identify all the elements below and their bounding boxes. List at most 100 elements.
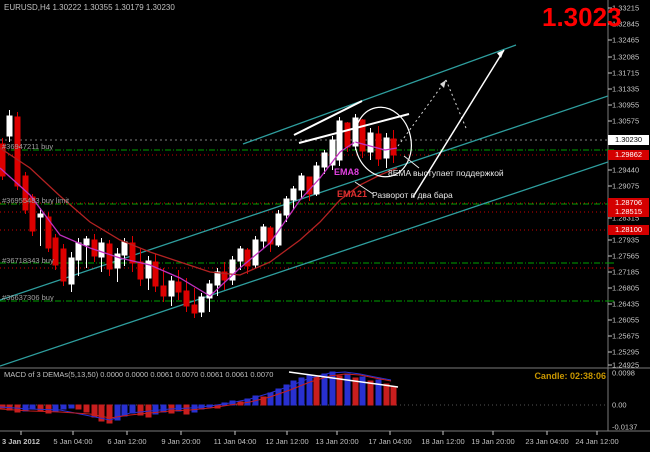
time-axis-label: 3 Jan 2012: [2, 437, 40, 446]
price-axis-label: 1.31335: [612, 84, 640, 94]
price-axis-label: 1.27935: [612, 235, 640, 245]
candle: [252, 236, 259, 268]
channel-trendline[interactable]: [0, 161, 608, 367]
support-annotation[interactable]: 8EMA выступает поддержкой: [388, 168, 504, 178]
candle: [168, 276, 175, 306]
candle-body: [52, 237, 59, 266]
candle: [298, 173, 305, 198]
macd-histogram-bar: [267, 392, 274, 406]
macd-red-line: [0, 373, 392, 419]
candle: [37, 208, 44, 246]
candle-body: [229, 259, 236, 281]
price-axis-label: 1.25295: [612, 347, 640, 357]
macd-blue-line: [0, 371, 392, 421]
price-chart-panel[interactable]: [0, 44, 608, 367]
target-arrow[interactable]: [412, 49, 505, 198]
candle: [6, 110, 13, 142]
macd-histogram-bar: [160, 404, 167, 413]
candle: [98, 238, 105, 272]
order-label[interactable]: #36718343 buy: [2, 256, 54, 265]
candle: [275, 210, 282, 247]
macd-histogram-bar: [29, 404, 36, 410]
time-axis-label: 18 Jan 12:00: [421, 437, 465, 446]
candle-body: [6, 115, 13, 137]
price-axis-label: 1.26055: [612, 315, 640, 325]
candle-body: [237, 248, 244, 262]
macd-panel[interactable]: [0, 371, 608, 424]
candle-body: [98, 242, 105, 258]
macd-divergence-line[interactable]: [288, 371, 399, 388]
ema21-label[interactable]: EMA21: [337, 189, 368, 199]
time-axis-label: 6 Jan 12:00: [107, 437, 147, 446]
order-label[interactable]: #36637306 buy: [2, 293, 54, 302]
order-label[interactable]: #36955483 buy limit: [2, 196, 70, 205]
price-axis-label: 1.24925: [612, 360, 640, 370]
candle: [237, 246, 244, 270]
macd-histogram-bar: [367, 380, 374, 406]
macd-histogram-bar: [45, 404, 52, 414]
candle-body: [206, 283, 213, 299]
macd-histogram-bar: [260, 396, 267, 406]
channel-trendline[interactable]: [0, 95, 608, 301]
macd-histogram-bar: [344, 373, 351, 406]
price-axis-label: 1.26805: [612, 283, 640, 293]
price-axis-label: 1.32845: [612, 19, 640, 29]
candle-body: [114, 253, 121, 269]
candle-body: [275, 213, 282, 246]
candle-body: [0, 143, 6, 177]
candle-body: [60, 248, 67, 282]
candle-body: [383, 137, 390, 159]
candle-body: [145, 260, 152, 279]
candle-body: [183, 290, 190, 307]
pointer-line[interactable]: [403, 155, 420, 169]
macd-histogram-bar: [114, 404, 121, 421]
white-trendline[interactable]: [298, 113, 410, 144]
macd-histogram-bar: [313, 376, 320, 406]
candle-body: [45, 216, 52, 249]
time-axis-label: 19 Jan 20:00: [471, 437, 515, 446]
pointer-line[interactable]: [354, 181, 374, 195]
candle-body: [267, 227, 274, 245]
projection-dotted-line[interactable]: [445, 79, 467, 129]
macd-histogram-bar: [68, 404, 75, 409]
candle: [145, 256, 152, 290]
highlight-ellipse[interactable]: [348, 102, 417, 182]
order-label[interactable]: #36947211 buy: [2, 142, 54, 151]
candle-body: [168, 280, 175, 297]
macd-histogram-bar: [352, 377, 359, 406]
candle: [175, 270, 182, 300]
candle-body: [260, 226, 267, 242]
candle-body: [68, 257, 75, 285]
candle-body: [321, 152, 328, 168]
target-arrowhead: [497, 50, 504, 58]
projection-dotted-line[interactable]: [397, 79, 447, 147]
price-axis-label: 1.27565: [612, 251, 640, 261]
macd-histogram-bar: [390, 386, 397, 406]
candle-body: [106, 243, 113, 270]
macd-histogram-bar: [283, 384, 290, 406]
macd-histogram-bar: [137, 404, 144, 416]
reversal-annotation[interactable]: Разворот в два бара: [372, 190, 453, 200]
price-axis-label: 1.28315: [612, 213, 640, 223]
macd-histogram-bar: [383, 383, 390, 406]
candle: [283, 196, 290, 222]
candle-body: [191, 304, 198, 314]
candle: [106, 240, 113, 276]
ema8-line: [0, 141, 398, 297]
candle: [191, 288, 198, 318]
white-trendline[interactable]: [293, 100, 363, 136]
channel-trendline[interactable]: [242, 44, 517, 145]
candle-body: [137, 261, 144, 280]
candle: [375, 126, 382, 166]
ema8-label[interactable]: EMA8: [334, 167, 360, 177]
price-axis-label: 1.30575: [612, 116, 640, 126]
macd-histogram-bar: [329, 371, 336, 406]
time-axis-label: 12 Jan 12:00: [265, 437, 309, 446]
candle: [290, 186, 297, 210]
macd-histogram-bar: [152, 404, 159, 415]
macd-histogram-bar: [75, 404, 82, 410]
time-axis-label: 9 Jan 20:00: [161, 437, 201, 446]
candle-body: [359, 119, 366, 152]
candle-body: [344, 122, 351, 148]
